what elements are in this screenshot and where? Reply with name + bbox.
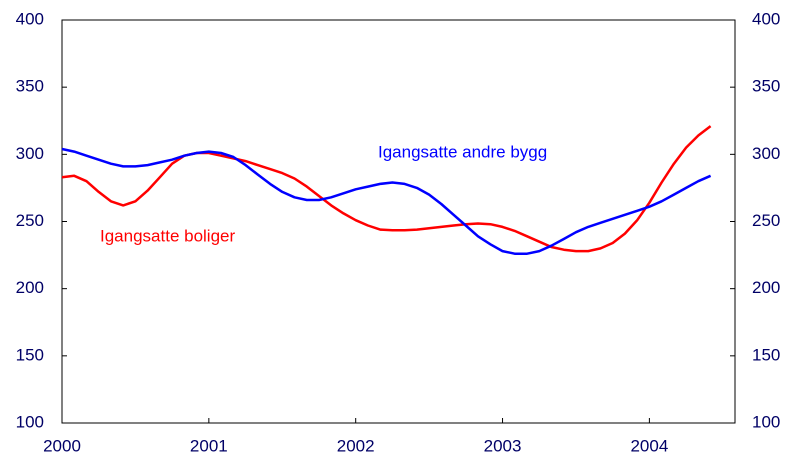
y2-tick-label: 400 bbox=[752, 9, 780, 28]
y2-tick-label: 200 bbox=[752, 278, 780, 297]
y-tick-label: 300 bbox=[16, 144, 44, 163]
plot-frame bbox=[61, 19, 736, 424]
x-tick-label: 2003 bbox=[484, 436, 522, 455]
y-tick-label: 350 bbox=[16, 77, 44, 96]
y-tick-label: 200 bbox=[16, 278, 44, 297]
series-label: Igangsatte andre bygg bbox=[378, 142, 547, 161]
y2-tick-label: 150 bbox=[752, 345, 780, 364]
y2-tick-label: 300 bbox=[752, 144, 780, 163]
series-label: Igangsatte boliger bbox=[100, 226, 235, 245]
y-tick-label: 150 bbox=[16, 345, 44, 364]
y2-tick-label: 350 bbox=[752, 77, 780, 96]
series-line bbox=[61, 125, 712, 253]
x-tick-label: 2000 bbox=[43, 436, 81, 455]
x-tick-label: 2004 bbox=[630, 436, 668, 455]
y-tick-label: 250 bbox=[16, 211, 44, 230]
y-tick-label: 400 bbox=[16, 9, 44, 28]
series-line bbox=[61, 147, 712, 255]
y-tick-label: 100 bbox=[16, 412, 44, 431]
x-tick-label: 2002 bbox=[337, 436, 375, 455]
y2-tick-label: 100 bbox=[752, 412, 780, 431]
x-tick-label: 2001 bbox=[190, 436, 228, 455]
y2-tick-label: 250 bbox=[752, 211, 780, 230]
